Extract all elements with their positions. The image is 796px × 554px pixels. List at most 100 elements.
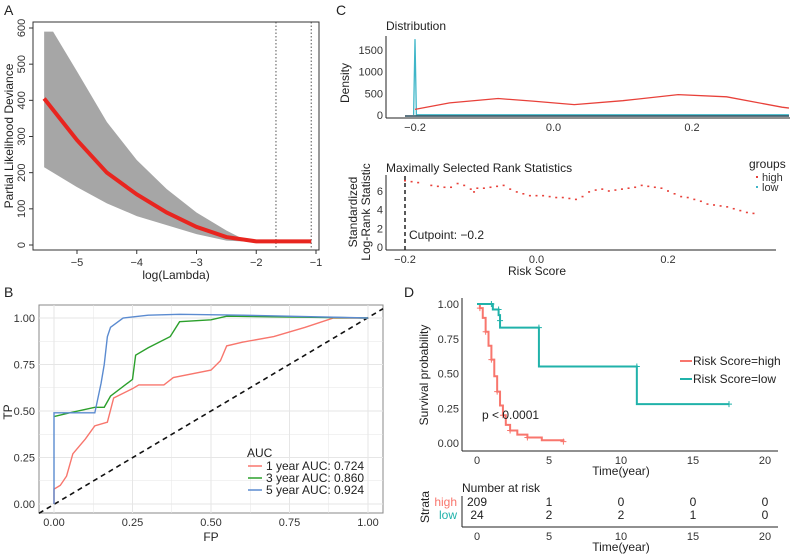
cutpoint-label: Cutpoint: −0.2 xyxy=(409,228,484,242)
x-tick-label: −0.2 xyxy=(394,254,416,266)
y-axis-label: Partial Likelihood Deviance xyxy=(2,63,16,208)
rank-stat-point xyxy=(693,198,696,201)
rank-stat-point xyxy=(667,190,669,192)
x-tick-label: −2 xyxy=(250,257,263,269)
rank-stat-point xyxy=(417,181,420,184)
density-curve-high xyxy=(414,93,790,111)
risk-table-cell: 209 xyxy=(467,495,487,509)
rank-stat-point xyxy=(473,191,476,193)
legend-title: AUC xyxy=(247,446,273,460)
rank-stat-point xyxy=(660,187,663,189)
x-tick-label: 10 xyxy=(615,455,627,467)
censor-mark xyxy=(482,328,489,335)
risk-table-cell: 0 xyxy=(762,495,769,509)
x-tick-label: −3 xyxy=(190,257,203,269)
x-tick-label: 0.2 xyxy=(684,122,699,134)
panel-label-a: A xyxy=(4,2,14,18)
rank-stat-point xyxy=(436,185,439,188)
rank-stat-point xyxy=(745,211,748,214)
y-tick-label: 0.75 xyxy=(438,334,459,346)
rank-stat-point xyxy=(601,188,604,190)
y-tick-label: 2 xyxy=(377,223,383,235)
rank-stat-point xyxy=(535,194,538,197)
rank-stat-point xyxy=(476,187,479,189)
legend-entry: low xyxy=(762,182,779,194)
rank-stat-point xyxy=(542,194,545,197)
y-tick-label: 1.00 xyxy=(14,313,35,325)
y-tick-label: 0.00 xyxy=(438,438,459,450)
p-value-annotation: p < 0.0001 xyxy=(482,408,539,422)
roc-curve-2 xyxy=(53,315,369,418)
y-axis-label: Density xyxy=(338,63,352,103)
legend-entry: high xyxy=(762,172,783,184)
risk-table-cell: 0 xyxy=(618,495,625,509)
rank-stat-point xyxy=(509,188,512,190)
legend-entry: 5 year AUC: 0.924 xyxy=(266,483,364,497)
risk-table-cell: 24 xyxy=(470,508,484,522)
risk-table-x-tick-label: 0 xyxy=(474,531,480,543)
censor-mark xyxy=(633,363,640,370)
censor-mark xyxy=(560,438,567,445)
risk-table-cell: 0 xyxy=(690,495,697,509)
y-axis-label-line1: Standardized xyxy=(346,177,360,248)
risk-table-cell: 2 xyxy=(618,508,625,522)
rank-stat-point xyxy=(647,185,650,188)
y-tick-label: 6 xyxy=(377,186,383,198)
censor-mark xyxy=(726,401,732,408)
censor-mark xyxy=(507,427,514,434)
rank-stat-point xyxy=(588,191,591,193)
rank-stat-point xyxy=(620,188,623,190)
rank-stat-point xyxy=(489,186,492,189)
rank-stat-point xyxy=(482,187,485,189)
censor-mark xyxy=(488,356,495,363)
mean-deviance-line xyxy=(42,97,312,244)
rank-stat-point xyxy=(713,204,716,206)
censor-mark xyxy=(497,317,504,324)
risk-table-x-tick-label: 10 xyxy=(615,531,627,543)
risk-table-x-tick-label: 15 xyxy=(687,531,699,543)
panel-label-b: B xyxy=(4,284,13,300)
risk-table-y-label: Strata xyxy=(418,491,432,523)
x-tick-label: 20 xyxy=(759,455,771,467)
survival-curve-low xyxy=(477,303,729,406)
rank-stat-point xyxy=(627,187,630,189)
legend-entry: Risk Score=high xyxy=(693,354,781,368)
rank-stat-point xyxy=(463,184,466,187)
y-tick-label: 0 xyxy=(377,110,383,122)
y-axis-label: TP xyxy=(1,404,15,419)
rank-stat-point xyxy=(673,193,676,195)
risk-table-x-axis-label: Time(year) xyxy=(592,540,650,554)
censor-mark xyxy=(535,324,542,331)
rank-stat-point xyxy=(410,180,413,183)
rank-stat-point xyxy=(450,186,453,189)
y-tick-label: 1.00 xyxy=(438,299,459,311)
risk-table-strata-label: high xyxy=(434,495,457,509)
censor-mark xyxy=(495,306,502,313)
rank-stat-point xyxy=(706,203,709,205)
x-tick-label: 0.0 xyxy=(529,254,544,266)
rank-stat-point xyxy=(614,189,617,191)
censor-mark xyxy=(476,305,483,312)
rank-stat-point xyxy=(653,186,656,189)
rank-stat-point xyxy=(594,189,597,191)
confidence-band xyxy=(44,31,312,243)
y-tick-label: 0 xyxy=(16,242,28,248)
y-tick-label: 4 xyxy=(377,205,383,217)
y-tick-label: 400 xyxy=(16,91,28,109)
censor-mark xyxy=(494,388,501,395)
y-tick-label: 0.50 xyxy=(14,406,35,418)
rank-stat-point xyxy=(528,194,531,197)
censor-mark xyxy=(488,301,495,307)
y-tick-label: 500 xyxy=(16,55,28,73)
x-tick-label: 0.00 xyxy=(43,517,64,529)
x-tick-label: 0.75 xyxy=(279,517,300,529)
panel-label-d: D xyxy=(404,284,414,300)
y-tick-label: 0.75 xyxy=(14,360,35,372)
rank-stat-point xyxy=(607,190,610,192)
x-axis-label: log(Lambda) xyxy=(142,268,209,282)
x-tick-label: −4 xyxy=(130,257,143,269)
panel-b-roc-plot: 0.00 0.25 0.50 0.75 1.00 0.00 0.25 0.50 0.75 1.00… xyxy=(1,304,384,544)
chart-title: Maximally Selected Rank Statistics xyxy=(386,161,572,175)
x-tick-label: 0.50 xyxy=(200,517,221,529)
